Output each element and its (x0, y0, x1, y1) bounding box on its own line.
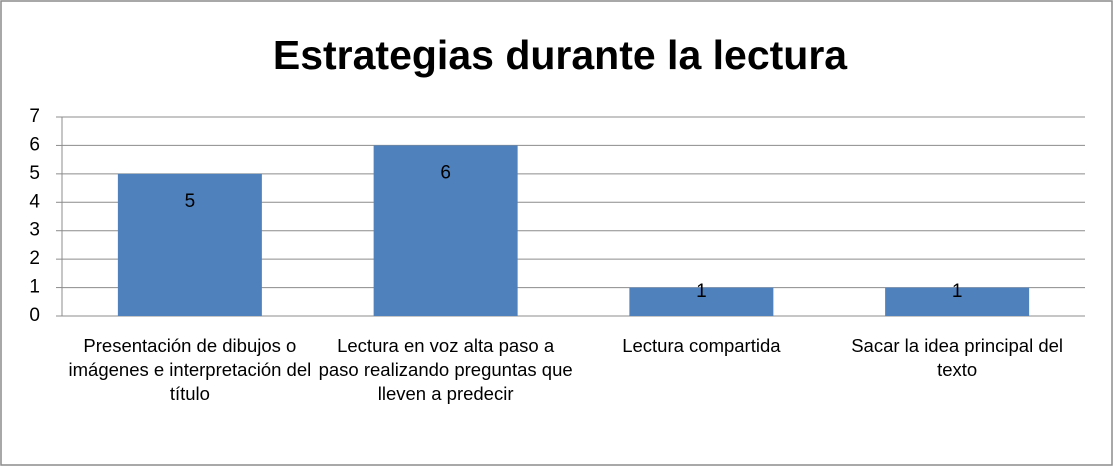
data-label: 1 (952, 281, 963, 302)
x-tick-label: Sacar la idea principal del texto (851, 335, 1064, 380)
x-tick-label-box: Lectura compartida (622, 335, 781, 356)
y-tick-label: 6 (29, 134, 40, 155)
y-tick-label: 5 (29, 163, 40, 184)
x-tick-label-box: Presentación de dibujos o imágenes e int… (68, 335, 312, 404)
data-label: 6 (440, 162, 451, 183)
x-tick-label: Presentación de dibujos o imágenes e int… (68, 335, 312, 404)
x-tick-label: Lectura en voz alta paso a paso realizan… (318, 335, 573, 404)
data-label: 5 (185, 191, 196, 212)
bar (885, 287, 1030, 316)
bar (373, 145, 518, 316)
x-tick-label-box: Sacar la idea principal del texto (851, 335, 1064, 380)
bar (629, 287, 774, 316)
y-tick-label: 2 (29, 248, 40, 269)
x-tick-label-box: Lectura en voz alta paso a paso realizan… (318, 335, 573, 404)
data-label: 1 (696, 281, 707, 302)
y-tick-label: 7 (29, 106, 40, 127)
chart-title: Estrategias durante la lectura (273, 32, 848, 78)
bar (117, 173, 262, 316)
y-tick-label: 1 (29, 277, 40, 298)
y-tick-label: 3 (29, 220, 40, 241)
y-tick-label: 0 (29, 305, 40, 326)
y-tick-label: 4 (29, 191, 40, 212)
x-tick-label: Lectura compartida (622, 335, 781, 356)
